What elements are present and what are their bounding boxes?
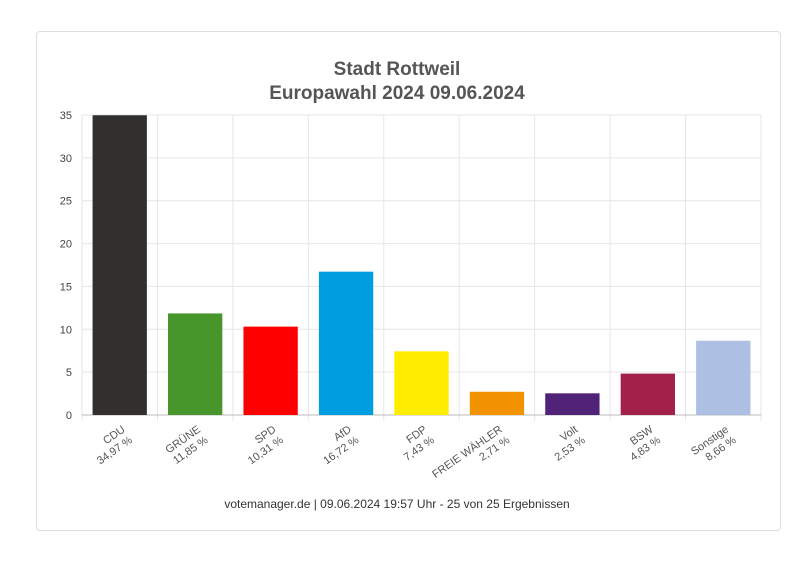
- y-tick-label: 25: [60, 196, 72, 208]
- chart-subtitle: Europawahl 2024 09.06.2024: [269, 83, 525, 104]
- y-tick-label: 5: [66, 367, 72, 379]
- bar-cdu: [92, 115, 147, 415]
- bar-spd: [243, 326, 298, 415]
- y-tick-label: 15: [60, 281, 72, 293]
- bar-bsw: [620, 373, 675, 415]
- bar-gr-ne: [168, 313, 223, 415]
- chart-footer: votemanager.de | 09.06.2024 19:57 Uhr - …: [224, 497, 570, 511]
- chart-title: Stadt Rottweil: [333, 59, 461, 80]
- y-tick-label: 10: [60, 324, 72, 336]
- bar-fdp: [394, 351, 449, 415]
- y-tick-label: 0: [66, 410, 72, 422]
- y-tick-label: 20: [60, 239, 72, 251]
- y-tick-label: 30: [60, 153, 72, 165]
- bar-sonstige: [696, 340, 751, 415]
- chart-card: [36, 31, 781, 531]
- bar-freie-w-hler: [469, 391, 525, 415]
- bar-afd: [318, 271, 374, 415]
- y-tick-label: 35: [60, 110, 72, 122]
- bar-volt: [545, 393, 600, 415]
